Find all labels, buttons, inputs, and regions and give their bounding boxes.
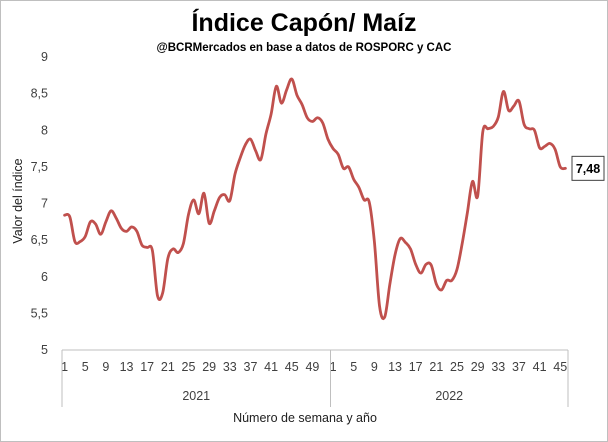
x-tick-label: 45 — [553, 360, 567, 374]
year-label: 2022 — [435, 389, 463, 403]
x-tick-label: 17 — [140, 360, 154, 374]
x-tick-label: 25 — [182, 360, 196, 374]
x-tick-label: 33 — [491, 360, 505, 374]
x-tick-label: 29 — [471, 360, 485, 374]
y-tick-label: 6,5 — [31, 233, 48, 247]
series-line — [63, 77, 567, 321]
x-axis-label: Número de semana y año — [233, 411, 377, 425]
y-tick-label: 8,5 — [31, 87, 48, 101]
x-tick-label: 45 — [285, 360, 299, 374]
y-tick-label: 9 — [41, 50, 48, 64]
x-tick-label: 25 — [450, 360, 464, 374]
year-label: 2021 — [182, 389, 210, 403]
x-tick-label: 29 — [202, 360, 216, 374]
y-tick-label: 5,5 — [31, 306, 48, 320]
plot-area: 7,48 — [63, 77, 605, 321]
x-tick-label: 13 — [120, 360, 134, 374]
chart-subtitle: @BCRMercados en base a datos de ROSPORC … — [157, 42, 452, 54]
y-tick-label: 8 — [41, 123, 48, 137]
x-tick-label: 5 — [82, 360, 89, 374]
x-tick-label: 17 — [409, 360, 423, 374]
x-tick-label: 49 — [305, 360, 319, 374]
x-tick-label: 21 — [429, 360, 443, 374]
x-tick-label: 33 — [223, 360, 237, 374]
y-tick-label: 7 — [41, 197, 48, 211]
x-tick-label: 37 — [244, 360, 258, 374]
y-tick-label: 7,5 — [31, 160, 48, 174]
x-tick-label: 21 — [161, 360, 175, 374]
last-value-label: 7,48 — [576, 162, 600, 176]
x-tick-label: 5 — [350, 360, 357, 374]
x-tick-label: 9 — [371, 360, 378, 374]
x-tick-label: 41 — [264, 360, 278, 374]
x-tick-label: 13 — [388, 360, 402, 374]
y-tick-label: 5 — [41, 343, 48, 357]
y-axis: 5 5,5 6 6,5 7 7,5 8 8,5 9 — [31, 50, 48, 357]
y-tick-label: 6 — [41, 270, 48, 284]
x-tick-label: 1 — [61, 360, 68, 374]
x-tick-label: 41 — [533, 360, 547, 374]
chart-title: Índice Capón/ Maíz — [191, 8, 416, 37]
x-tick-label: 9 — [102, 360, 109, 374]
last-value-box — [571, 155, 605, 181]
y-axis-label: Valor del índice — [11, 158, 25, 243]
x-tick-label: 37 — [512, 360, 526, 374]
x-tick-label: 1 — [330, 360, 337, 374]
